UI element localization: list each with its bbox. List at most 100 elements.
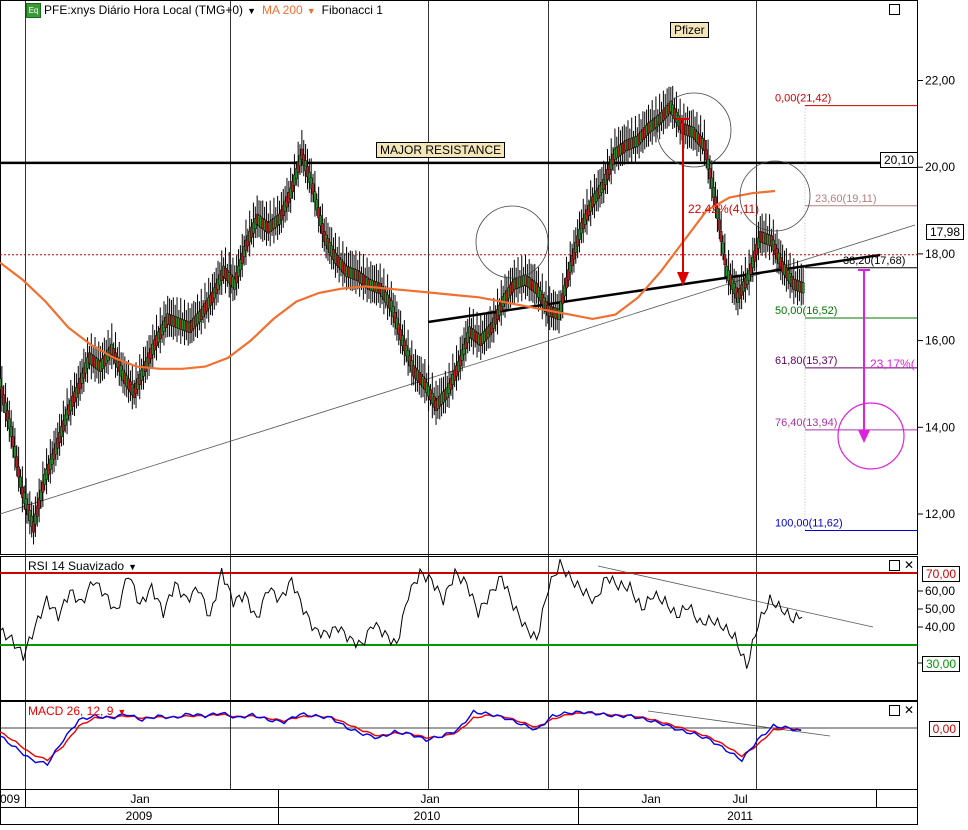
price-candle [0,378,2,390]
pattern-circle [739,160,811,232]
price-candle [60,426,63,438]
price-candle [464,338,468,349]
price-candle [242,246,246,258]
price-candle [304,160,308,172]
fib-label[interactable]: Fibonacci 1 [321,3,383,17]
pattern-circle [656,92,732,168]
month-label: Jul [732,792,747,806]
price-tick-label: 22,00 [925,74,955,88]
macd-panel-frame [0,701,918,790]
price-candle [397,323,401,335]
price-candle [13,446,17,458]
price-candle [41,481,45,493]
chart-header: Eq PFE:xnys Diário Hora Local (TMG+0) ▼ MA … [26,3,383,19]
price-candle [393,312,397,323]
title-dropdown-icon[interactable]: ▼ [247,6,256,16]
resistance-price-tag: 20,10 [879,152,918,168]
price-candle [714,196,717,208]
rsi-dropdown-icon[interactable]: ▼ [128,562,137,572]
price-candle [320,223,324,235]
chart-title[interactable]: PFE:xnys Diário Hora Local (TMG+0) [44,3,244,17]
fib-level-label: 0,00(21,42) [775,93,831,105]
price-tick-label: 16,00 [925,334,955,348]
fib-level-label: 23,60(19,11) [815,193,877,205]
price-candle [296,161,300,173]
price-candle [565,277,568,289]
ma-label[interactable]: MA 200 [261,3,303,17]
year-label: 2009 [126,809,153,823]
macd-signal-line [0,711,802,762]
price-candle [712,187,716,198]
price-candle [309,177,313,189]
price-candle [39,489,43,501]
price-maximize-icon[interactable] [889,4,900,15]
macd-close-icon[interactable]: ✕ [904,703,915,717]
month-label: Jan [641,792,660,806]
price-candle [233,278,237,290]
price-candle [462,343,466,355]
price-candle [293,174,296,186]
macd-maximize-icon[interactable] [889,705,900,716]
fib-level-label: 76,40(13,94) [775,417,837,429]
price-candle [35,505,39,517]
price-candle [747,270,751,281]
price-candle [460,349,464,361]
rsi-maximize-icon[interactable] [889,560,900,571]
price-candle [22,492,26,504]
price-candle [749,263,753,275]
rsi-tick-label: 40,00 [925,620,955,634]
pfizer-label: Pfizer [670,22,709,38]
price-candle [300,148,304,160]
price-candle [307,171,311,183]
price-candle [566,269,570,281]
price-candle [15,456,19,468]
price-candle [801,282,805,294]
rsi-lower-tag: 30,00 [921,656,960,672]
ma-dropdown-icon[interactable]: ▼ [306,6,316,16]
rsi-tick-label: 50,00 [925,602,955,616]
price-candle [721,242,725,254]
price-candle [576,235,580,247]
price-candle [24,498,28,510]
chart-app-icon[interactable]: Eq [26,3,41,19]
price-candle [26,504,30,516]
price-candle [572,248,576,260]
fib-level-label: 100,00(11,62) [775,517,843,529]
month-label: Jan [420,792,439,806]
year-label: 2010 [414,809,441,823]
price-candle [9,426,13,438]
rsi-tick-label: 60,00 [925,584,955,598]
price-candle [238,259,242,271]
year-label: 2011 [727,809,753,823]
price-candle [719,231,723,242]
price-tick-label: 24,00 [925,0,955,1]
rise-arrow-head [677,272,689,286]
rise-pct-label: 22,42%(4,11) [688,202,759,216]
price-candle [2,394,6,406]
price-candle [4,402,7,414]
price-candle [37,497,41,509]
fib-level-label: 50,00(16,52) [775,305,837,317]
macd-dropdown-icon[interactable]: ▼ [117,707,127,717]
macd-label[interactable]: MACD 26, 12, 9 [28,704,114,718]
target-circle [837,402,905,470]
price-candle [30,515,34,527]
price-candle [311,183,315,195]
price-candle [751,257,755,268]
rsi-label[interactable]: RSI 14 Suavizado [28,559,125,573]
price-candle [710,177,714,189]
price-candle [298,155,302,167]
ma200-line [0,189,776,370]
price-candle [306,166,309,177]
price-candle [557,309,561,320]
price-candle [757,237,760,249]
rsi-close-icon[interactable]: ✕ [904,558,915,572]
price-candle [755,244,758,255]
price-candle [753,250,757,262]
price-candle [6,410,9,422]
price-candle [240,252,244,264]
month-label: 009 [0,792,20,806]
price-candle [54,443,58,455]
